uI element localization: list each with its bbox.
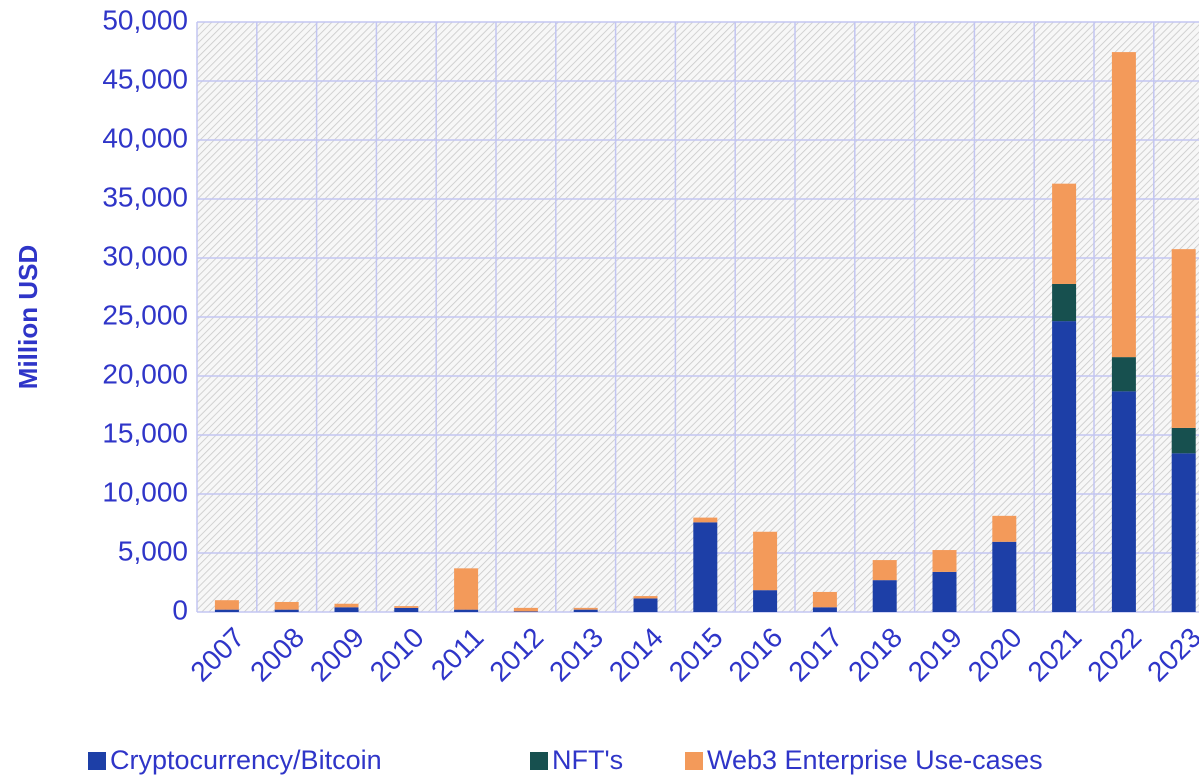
- x-tick-label: 2014: [603, 622, 669, 688]
- bar-segment: [812, 591, 837, 608]
- y-axis-label: Million USD: [13, 245, 43, 389]
- legend-label: Web3 Enterprise Use-cases: [707, 745, 1043, 775]
- bar-segment: [932, 550, 957, 572]
- y-tick-label: 35,000: [102, 181, 188, 212]
- bar-segment: [1171, 249, 1196, 428]
- bar-segment: [573, 609, 598, 612]
- bar-segment: [454, 568, 479, 610]
- bar-segment: [1052, 283, 1077, 322]
- bar-segment: [513, 611, 538, 612]
- bar-segment: [394, 607, 419, 612]
- y-tick-label: 0: [172, 594, 188, 625]
- x-tick-label: 2011: [425, 622, 490, 687]
- x-tick-label: 2010: [364, 622, 430, 688]
- bar-segment: [1171, 427, 1196, 454]
- bar-segment: [693, 522, 718, 612]
- legend-swatch: [88, 752, 106, 770]
- bar-segment: [633, 598, 658, 612]
- legend-label: Cryptocurrency/Bitcoin: [110, 745, 382, 775]
- bar-segment: [334, 603, 359, 608]
- bar-segment: [693, 517, 718, 523]
- bar-segment: [992, 515, 1017, 542]
- x-tick-label: 2020: [962, 622, 1028, 688]
- legend-swatch: [685, 752, 703, 770]
- bar-segment: [872, 580, 897, 612]
- bar-segment: [1052, 183, 1077, 284]
- x-tick-label: 2023: [1141, 622, 1199, 688]
- y-tick-label: 45,000: [102, 63, 188, 94]
- x-tick-label: 2016: [723, 622, 789, 688]
- x-tick-label: 2009: [304, 622, 370, 688]
- bar-segment: [513, 607, 538, 612]
- bar-segment: [992, 541, 1017, 612]
- y-tick-label: 5,000: [118, 535, 188, 566]
- x-tick-label: 2015: [663, 622, 729, 688]
- x-tick-label: 2022: [1081, 622, 1147, 688]
- bar-segment: [812, 607, 837, 612]
- x-tick-label: 2007: [184, 622, 250, 688]
- x-tick-label: 2019: [902, 622, 968, 688]
- y-tick-label: 20,000: [102, 358, 188, 389]
- bar-segment: [394, 606, 419, 608]
- x-tick-label: 2012: [483, 622, 549, 688]
- x-tick-label: 2018: [842, 622, 908, 688]
- y-tick-label: 25,000: [102, 299, 188, 330]
- bar-segment: [1111, 52, 1136, 358]
- bar-segment: [274, 609, 299, 612]
- x-tick-label: 2013: [543, 622, 609, 688]
- x-tick-label: 2021: [1022, 622, 1088, 688]
- bar-segment: [1171, 453, 1196, 612]
- bar-segment: [573, 607, 598, 610]
- bar-segment: [753, 531, 778, 591]
- x-tick-label: 2017: [782, 622, 848, 688]
- bar-segment: [1052, 321, 1077, 612]
- bar-segment: [214, 609, 239, 612]
- bar-segment: [334, 607, 359, 612]
- legend-label: NFT's: [552, 745, 623, 775]
- bar-segment: [214, 600, 239, 610]
- bar-segment: [1111, 357, 1136, 392]
- y-tick-label: 40,000: [102, 122, 188, 153]
- bar-segment: [633, 596, 658, 599]
- bar-segment: [872, 560, 897, 581]
- y-tick-label: 50,000: [102, 4, 188, 35]
- legend-swatch: [530, 752, 548, 770]
- bar-segment: [274, 601, 299, 610]
- x-tick-label: 2008: [244, 622, 310, 688]
- bar-segment: [932, 571, 957, 612]
- y-tick-label: 10,000: [102, 476, 188, 507]
- y-tick-label: 15,000: [102, 417, 188, 448]
- bar-segment: [1111, 391, 1136, 612]
- y-tick-label: 30,000: [102, 240, 188, 271]
- bar-segment: [454, 609, 479, 612]
- bar-segment: [753, 590, 778, 612]
